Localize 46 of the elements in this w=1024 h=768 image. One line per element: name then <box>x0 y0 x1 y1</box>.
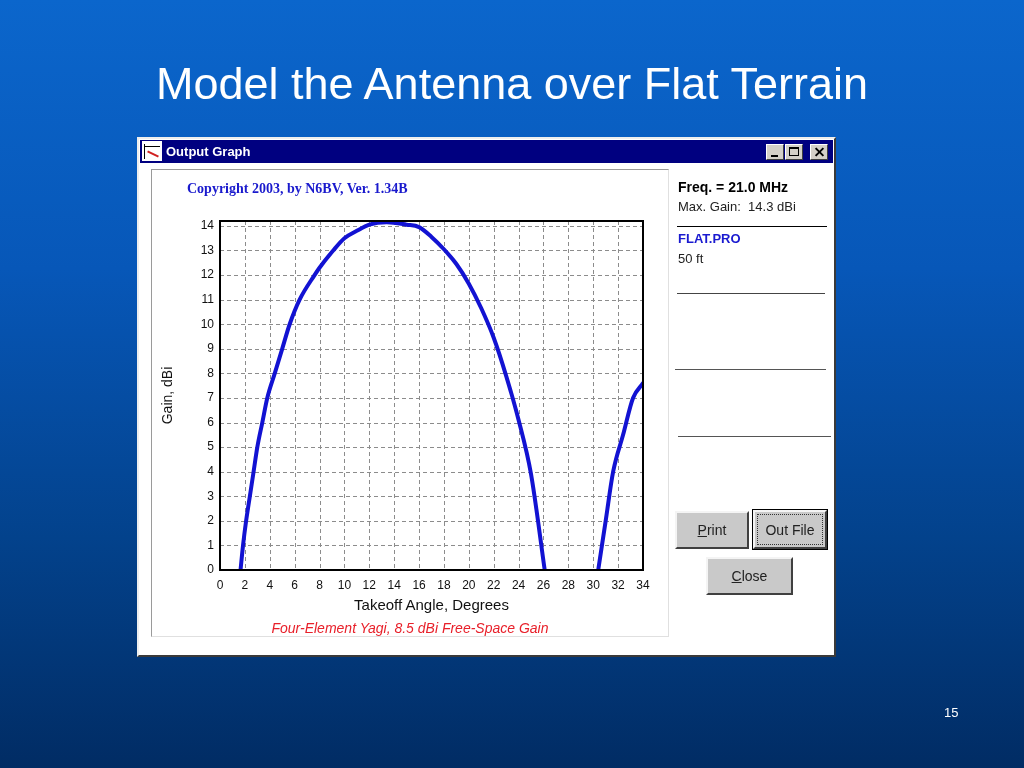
y-tick-label: 7 <box>207 390 215 405</box>
y-tick-label: 5 <box>207 439 215 454</box>
x-tick-label: 30 <box>586 577 601 592</box>
chart-title: Model the Antenna over Flat Terrain <box>154 57 870 111</box>
x-axis-title: Takeoff Angle, Degrees <box>354 596 509 614</box>
y-tick-label: 8 <box>207 365 215 380</box>
x-tick-label: 6 <box>291 577 299 592</box>
x-tick-label: 8 <box>316 577 324 592</box>
x-tick-label: 20 <box>462 577 476 592</box>
text: FLAT.PRO <box>678 230 741 247</box>
text: Four-Element Yagi, 8.5 dBi Free-Space Gain <box>270 619 550 637</box>
x-tick-label: 32 <box>611 577 626 592</box>
y-tick-label: 10 <box>200 316 215 331</box>
y-tick-label: 0 <box>207 562 215 577</box>
y-tick-label: 6 <box>207 414 215 429</box>
x-tick-label: 22 <box>487 577 501 592</box>
y-tick-label: 12 <box>200 267 215 282</box>
y-tick-label: 4 <box>207 464 215 478</box>
text: Output Graph <box>166 143 251 160</box>
text: 15 <box>944 705 959 721</box>
x-tick-label: 24 <box>511 577 526 592</box>
x-tick-label: 34 <box>636 577 650 592</box>
text: 50 ft <box>678 250 704 267</box>
x-tick-label: 16 <box>412 577 427 592</box>
out-file-button: Out File <box>752 509 828 550</box>
x-tick-label: 2 <box>241 577 249 592</box>
x-tick-label: 12 <box>362 577 377 592</box>
x-tick-label: 4 <box>266 577 274 592</box>
y-tick-label: 3 <box>207 488 215 503</box>
text: Freq. = 21.0 MHz <box>678 178 789 196</box>
x-tick-label: 28 <box>561 577 576 592</box>
text: Max. Gain: 14.3 dBi <box>678 198 796 215</box>
y-tick-label: 1 <box>207 537 215 552</box>
exit-button: Close <box>706 557 793 595</box>
y-tick-label: 11 <box>201 291 215 306</box>
x-tick-label: 10 <box>337 577 352 592</box>
y-axis-title: Gain, dBi <box>159 366 176 425</box>
y-tick-label: 13 <box>200 242 215 257</box>
text: Copyright 2003, by N6BV, Ver. 1.34B <box>187 180 408 198</box>
y-tick-label: 14 <box>200 218 215 233</box>
y-tick-label: 2 <box>207 513 215 528</box>
print-button: Print <box>675 511 749 549</box>
x-tick-label: 26 <box>536 577 551 592</box>
x-tick-label: 18 <box>437 577 451 592</box>
x-tick-label: 14 <box>387 577 402 592</box>
y-tick-label: 9 <box>207 341 215 356</box>
